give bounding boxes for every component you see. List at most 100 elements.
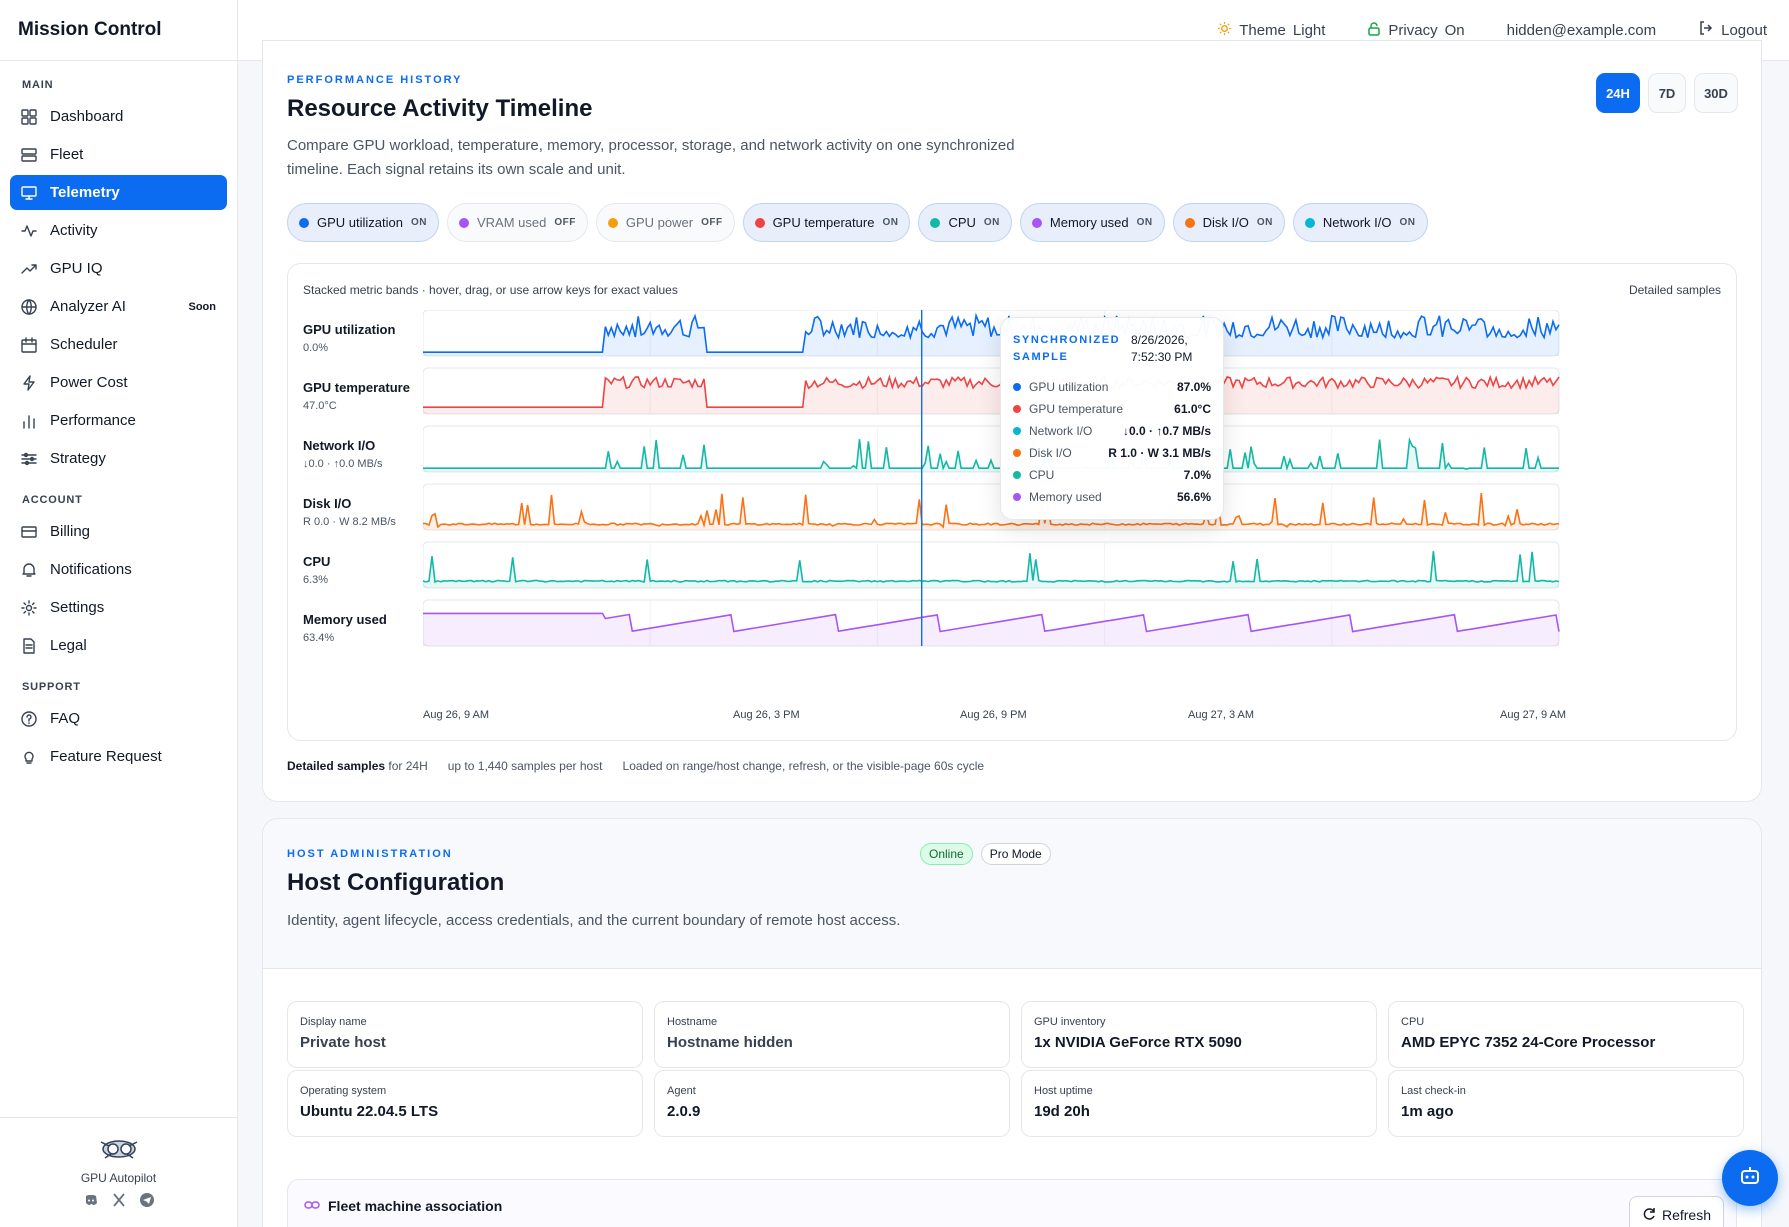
- field-label: GPU inventory: [1034, 1016, 1106, 1028]
- metric-chip-disk-i-o[interactable]: Disk I/O ON: [1172, 203, 1285, 242]
- field-operating-system: Operating system Ubuntu 22.04.5 LTS: [287, 1070, 643, 1137]
- sidebar-item-analyzer-ai[interactable]: Analyzer AI Soon: [10, 289, 227, 324]
- chart-plot-area[interactable]: [423, 310, 1721, 706]
- sidebar-item-notifications[interactable]: Notifications: [10, 552, 227, 587]
- footnote-samples: up to 1,440 samples per host: [447, 759, 603, 773]
- series-area: [423, 376, 1559, 414]
- tooltip-row: Network I/O ↓0.0 · ↑0.7 MB/s: [1013, 420, 1211, 442]
- association-title: Fleet machine association: [328, 1198, 503, 1214]
- field-display-name: Display name Private host: [287, 1001, 643, 1068]
- row-label: CPU 6.3%: [303, 554, 330, 586]
- series-area: [423, 315, 1559, 356]
- series-color-dot: [1013, 493, 1021, 501]
- field-value: 1x NVIDIA GeForce RTX 5090: [1034, 1034, 1242, 1051]
- metric-chip-gpu-power[interactable]: GPU power OFF: [595, 203, 735, 242]
- sidebar-item-performance[interactable]: Performance: [10, 403, 227, 438]
- range-tab-24h[interactable]: 24H: [1596, 73, 1640, 113]
- stacked-metric-chart[interactable]: Stacked metric bands · hover, drag, or u…: [287, 263, 1737, 741]
- series-name: GPU temperature: [303, 380, 410, 395]
- dashboard-icon: [21, 108, 37, 125]
- bar-chart-icon: [21, 413, 37, 429]
- range-tab-30d[interactable]: 30D: [1694, 73, 1738, 113]
- sidebar-item-power-cost[interactable]: Power Cost: [10, 365, 227, 400]
- field-label: Host uptime: [1034, 1085, 1093, 1097]
- chart-hint-right: Detailed samples: [1628, 283, 1721, 297]
- bulb-icon: [21, 749, 37, 765]
- metric-band: [423, 483, 1560, 531]
- series-color-dot: [1013, 383, 1021, 391]
- samples-footnote: Detailed samples for 24H up to 1,440 sam…: [287, 759, 984, 773]
- gear-icon: [21, 599, 37, 616]
- fleet-association-panel: Fleet machine association Refresh: [287, 1179, 1737, 1227]
- lock-icon: [1367, 21, 1381, 40]
- sidebar-item-dashboard[interactable]: Dashboard: [10, 99, 227, 134]
- sidebar-item-activity[interactable]: Activity: [10, 213, 227, 248]
- sidebar-item-strategy[interactable]: Strategy: [10, 441, 227, 476]
- range-tab-7d[interactable]: 7D: [1648, 73, 1686, 113]
- field-last-check-in: Last check-in 1m ago: [1388, 1070, 1744, 1137]
- soon-badge: Soon: [188, 300, 217, 313]
- privacy-value: On: [1444, 21, 1465, 39]
- series-color-dot: [930, 217, 941, 228]
- sidebar-item-feature-request[interactable]: Feature Request: [10, 739, 227, 774]
- sidebar-item-gpu-iq[interactable]: GPU IQ: [10, 251, 227, 286]
- field-cpu: CPU AMD EPYC 7352 24-Core Processor: [1388, 1001, 1744, 1068]
- discord-icon[interactable]: [83, 1192, 99, 1208]
- sidebar-item-billing[interactable]: Billing: [10, 514, 227, 549]
- card-icon: [21, 524, 37, 540]
- chip-state: OFF: [554, 217, 576, 228]
- metric-band: [423, 425, 1560, 473]
- metric-chip-network-i-o[interactable]: Network I/O ON: [1292, 203, 1428, 242]
- activity-icon: [21, 223, 37, 239]
- gpu-autopilot-logo-icon: [0, 1134, 237, 1169]
- tooltip-label: CPU: [1029, 468, 1055, 482]
- calendar-icon: [21, 336, 37, 353]
- series-color-dot: [1013, 449, 1021, 457]
- metric-chip-vram-used[interactable]: VRAM used OFF: [446, 203, 588, 242]
- refresh-button[interactable]: Refresh: [1628, 1196, 1724, 1227]
- sidebar-item-settings[interactable]: Settings: [10, 590, 227, 625]
- field-label: Last check-in: [1401, 1085, 1466, 1097]
- theme-toggle[interactable]: Theme Light: [1217, 21, 1325, 40]
- tooltip-label: Memory used: [1029, 490, 1102, 504]
- chip-state: ON: [410, 217, 427, 228]
- privacy-toggle[interactable]: Privacy On: [1367, 21, 1465, 40]
- metric-chips: GPU utilization ON VRAM used OFF GPU power OF…: [287, 203, 1428, 242]
- metric-chip-cpu[interactable]: CPU ON: [918, 203, 1012, 242]
- field-label: Operating system: [300, 1085, 387, 1097]
- logout-button[interactable]: Logout: [1698, 20, 1767, 40]
- series-line: [423, 493, 1560, 529]
- sidebar-footer: GPU Autopilot: [0, 1117, 237, 1227]
- user-email: hidden@example.com: [1506, 21, 1657, 39]
- metric-chip-gpu-utilization[interactable]: GPU utilization ON: [287, 203, 439, 242]
- field-agent: Agent 2.0.9: [654, 1070, 1010, 1137]
- theme-label: Theme: [1239, 21, 1286, 39]
- x-icon[interactable]: [111, 1192, 127, 1208]
- tooltip-label: GPU utilization: [1029, 380, 1109, 394]
- sidebar-item-fleet[interactable]: Fleet: [10, 137, 227, 172]
- sidebar-item-faq[interactable]: FAQ: [10, 701, 227, 736]
- tooltip-row: GPU utilization 87.0%: [1013, 376, 1211, 398]
- performance-description: Compare GPU workload, temperature, memor…: [287, 137, 1015, 178]
- host-header: HOST ADMINISTRATION Online Pro Mode Host …: [263, 819, 1761, 969]
- assistant-bot-button[interactable]: [1722, 1150, 1778, 1206]
- link-icon: [304, 1198, 320, 1214]
- chip-state: OFF: [701, 217, 723, 228]
- series-color-dot: [458, 217, 469, 228]
- row-label: GPU temperature 47.0°C: [303, 380, 410, 412]
- footnote-range: for 24H: [388, 759, 428, 773]
- sidebar-item-legal[interactable]: Legal: [10, 628, 227, 663]
- sidebar-item-scheduler[interactable]: Scheduler: [10, 327, 227, 362]
- robot-icon: [1738, 1164, 1762, 1193]
- sidebar-item-telemetry[interactable]: Telemetry: [10, 175, 227, 210]
- tooltip-row: CPU 7.0%: [1013, 464, 1211, 486]
- sidebar-item-label: Settings: [50, 599, 105, 616]
- metric-chip-memory-used[interactable]: Memory used ON: [1019, 203, 1165, 242]
- x-tick-label: Aug 26, 9 AM: [423, 709, 490, 721]
- field-host-uptime: Host uptime 19d 20h: [1021, 1070, 1377, 1137]
- telegram-icon[interactable]: [139, 1192, 155, 1208]
- row-label: Memory used 63.4%: [303, 612, 387, 644]
- metric-band: [423, 541, 1560, 589]
- series-name: Disk I/O: [303, 496, 352, 511]
- metric-chip-gpu-temperature[interactable]: GPU temperature ON: [742, 203, 911, 242]
